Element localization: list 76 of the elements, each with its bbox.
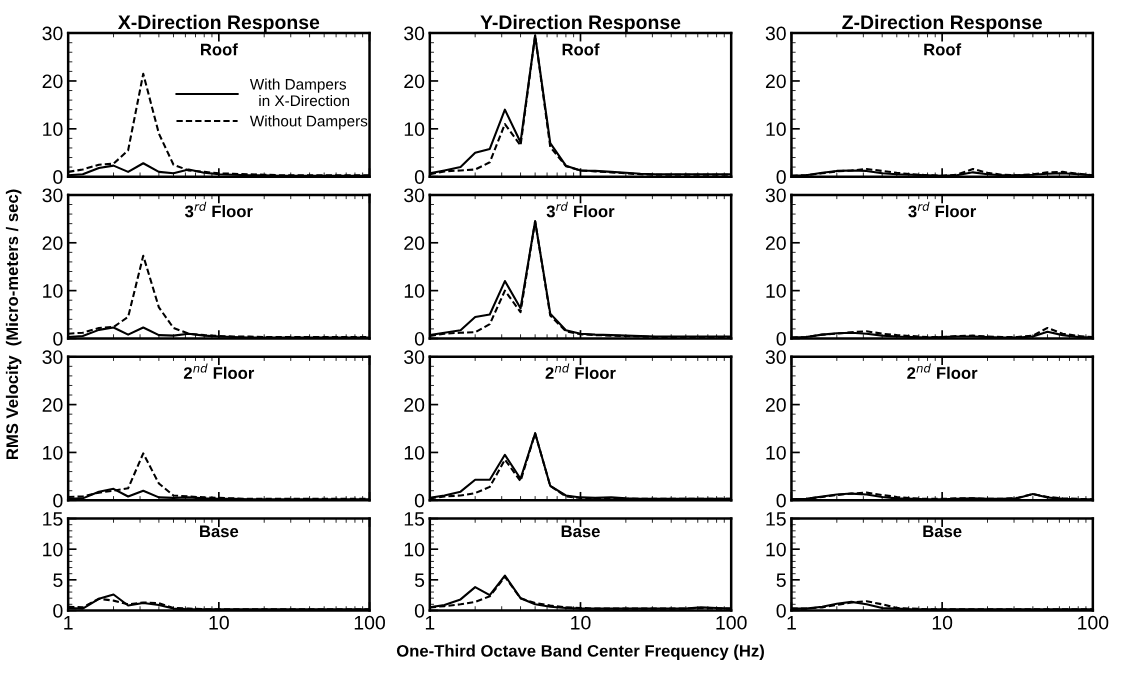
y-tick-label: 20 bbox=[765, 74, 786, 89]
y-tick-label: 10 bbox=[43, 542, 63, 557]
annotation: Roof bbox=[562, 43, 600, 56]
y-tick-label: 30 bbox=[42, 188, 63, 203]
y-tick-label: 10 bbox=[404, 122, 425, 137]
y-tick-label: 0 bbox=[414, 170, 425, 184]
y-tick-label: 0 bbox=[53, 493, 63, 508]
x-tick-label: 1 bbox=[425, 616, 435, 630]
x-tick-label: 100 bbox=[716, 615, 747, 630]
y-tick-label: 5 bbox=[53, 573, 63, 588]
y-tick-label: 10 bbox=[766, 542, 786, 557]
y-axis-title: RMS Velocity (Micro-meters / sec) bbox=[5, 189, 22, 460]
y-tick-label: 20 bbox=[42, 74, 63, 89]
y-tick-label: 30 bbox=[765, 350, 786, 364]
y-tick-label: 20 bbox=[765, 398, 786, 412]
y-tick-label: 10 bbox=[766, 122, 786, 137]
annotation: Roof bbox=[924, 43, 962, 56]
y-tick-label: 10 bbox=[404, 284, 425, 298]
y-tick-label: 10 bbox=[43, 284, 63, 298]
x-tick-label: 1 bbox=[64, 616, 73, 630]
y-tick-label: 10 bbox=[404, 542, 425, 557]
x-tick-label: 100 bbox=[354, 615, 385, 630]
y-tick-label: 15 bbox=[404, 512, 425, 526]
y-tick-label: 0 bbox=[776, 603, 786, 618]
annotation: Base bbox=[561, 525, 600, 538]
chart-title: Y-Direction Response bbox=[480, 14, 681, 33]
y-tick-label: 10 bbox=[766, 284, 786, 298]
y-tick-label: 30 bbox=[42, 26, 63, 41]
y-tick-label: 10 bbox=[766, 445, 786, 460]
annotation: Base bbox=[200, 525, 239, 538]
chart-title: Z-Direction Response bbox=[842, 14, 1042, 33]
annotation: 2$^{nd}$ Floor bbox=[183, 363, 255, 379]
y-tick-label: 15 bbox=[43, 512, 63, 526]
y-tick-label: 30 bbox=[42, 350, 63, 364]
y-tick-label: 0 bbox=[53, 170, 63, 184]
y-tick-label: 20 bbox=[765, 236, 786, 251]
legend-label: Without Dampers bbox=[249, 115, 368, 130]
y-tick-label: 0 bbox=[53, 603, 63, 618]
legend-label: With Dampers in X-Direction bbox=[249, 78, 350, 107]
y-tick-label: 20 bbox=[42, 236, 63, 251]
chart-title: X-Direction Response bbox=[118, 14, 320, 33]
y-tick-label: 20 bbox=[42, 398, 63, 412]
y-tick-label: 0 bbox=[414, 493, 425, 508]
annotation: 2$^{nd}$ Floor bbox=[545, 363, 616, 379]
y-tick-label: 30 bbox=[765, 26, 786, 41]
y-tick-label: 10 bbox=[404, 445, 425, 460]
y-tick-label: 0 bbox=[776, 493, 786, 508]
x-tick-label: 10 bbox=[209, 615, 229, 630]
y-tick-label: 5 bbox=[776, 573, 786, 588]
y-tick-label: 20 bbox=[404, 398, 425, 412]
y-tick-label: 0 bbox=[414, 603, 425, 618]
y-tick-label: 5 bbox=[414, 573, 425, 588]
y-tick-label: 0 bbox=[53, 331, 63, 346]
annotation: 3$^{rd}$ Floor bbox=[184, 201, 253, 218]
annotation: 2$^{nd}$ Floor bbox=[907, 363, 978, 379]
y-tick-label: 0 bbox=[414, 331, 425, 346]
y-tick-label: 15 bbox=[766, 512, 786, 526]
y-tick-label: 10 bbox=[43, 122, 63, 137]
y-tick-label: 10 bbox=[43, 445, 63, 460]
annotation: Base bbox=[923, 525, 962, 538]
x-axis-title: One-Third Octave Band Center Frequency (Hz) bbox=[396, 644, 764, 661]
y-tick-label: 30 bbox=[765, 188, 786, 203]
y-tick-label: 0 bbox=[776, 170, 786, 184]
y-tick-label: 20 bbox=[404, 74, 425, 89]
annotation: Roof bbox=[200, 43, 238, 56]
y-tick-label: 30 bbox=[404, 26, 425, 41]
x-tick-label: 1 bbox=[787, 616, 796, 630]
x-tick-label: 100 bbox=[1078, 615, 1109, 630]
x-tick-label: 10 bbox=[932, 615, 953, 630]
y-tick-label: 30 bbox=[404, 350, 425, 364]
y-tick-label: 0 bbox=[776, 331, 786, 346]
annotation: 3$^{rd}$ Floor bbox=[546, 201, 615, 218]
y-tick-label: 20 bbox=[404, 236, 425, 251]
y-tick-label: 30 bbox=[404, 188, 425, 203]
x-tick-label: 10 bbox=[571, 615, 591, 630]
annotation: 3$^{rd}$ Floor bbox=[908, 201, 977, 218]
